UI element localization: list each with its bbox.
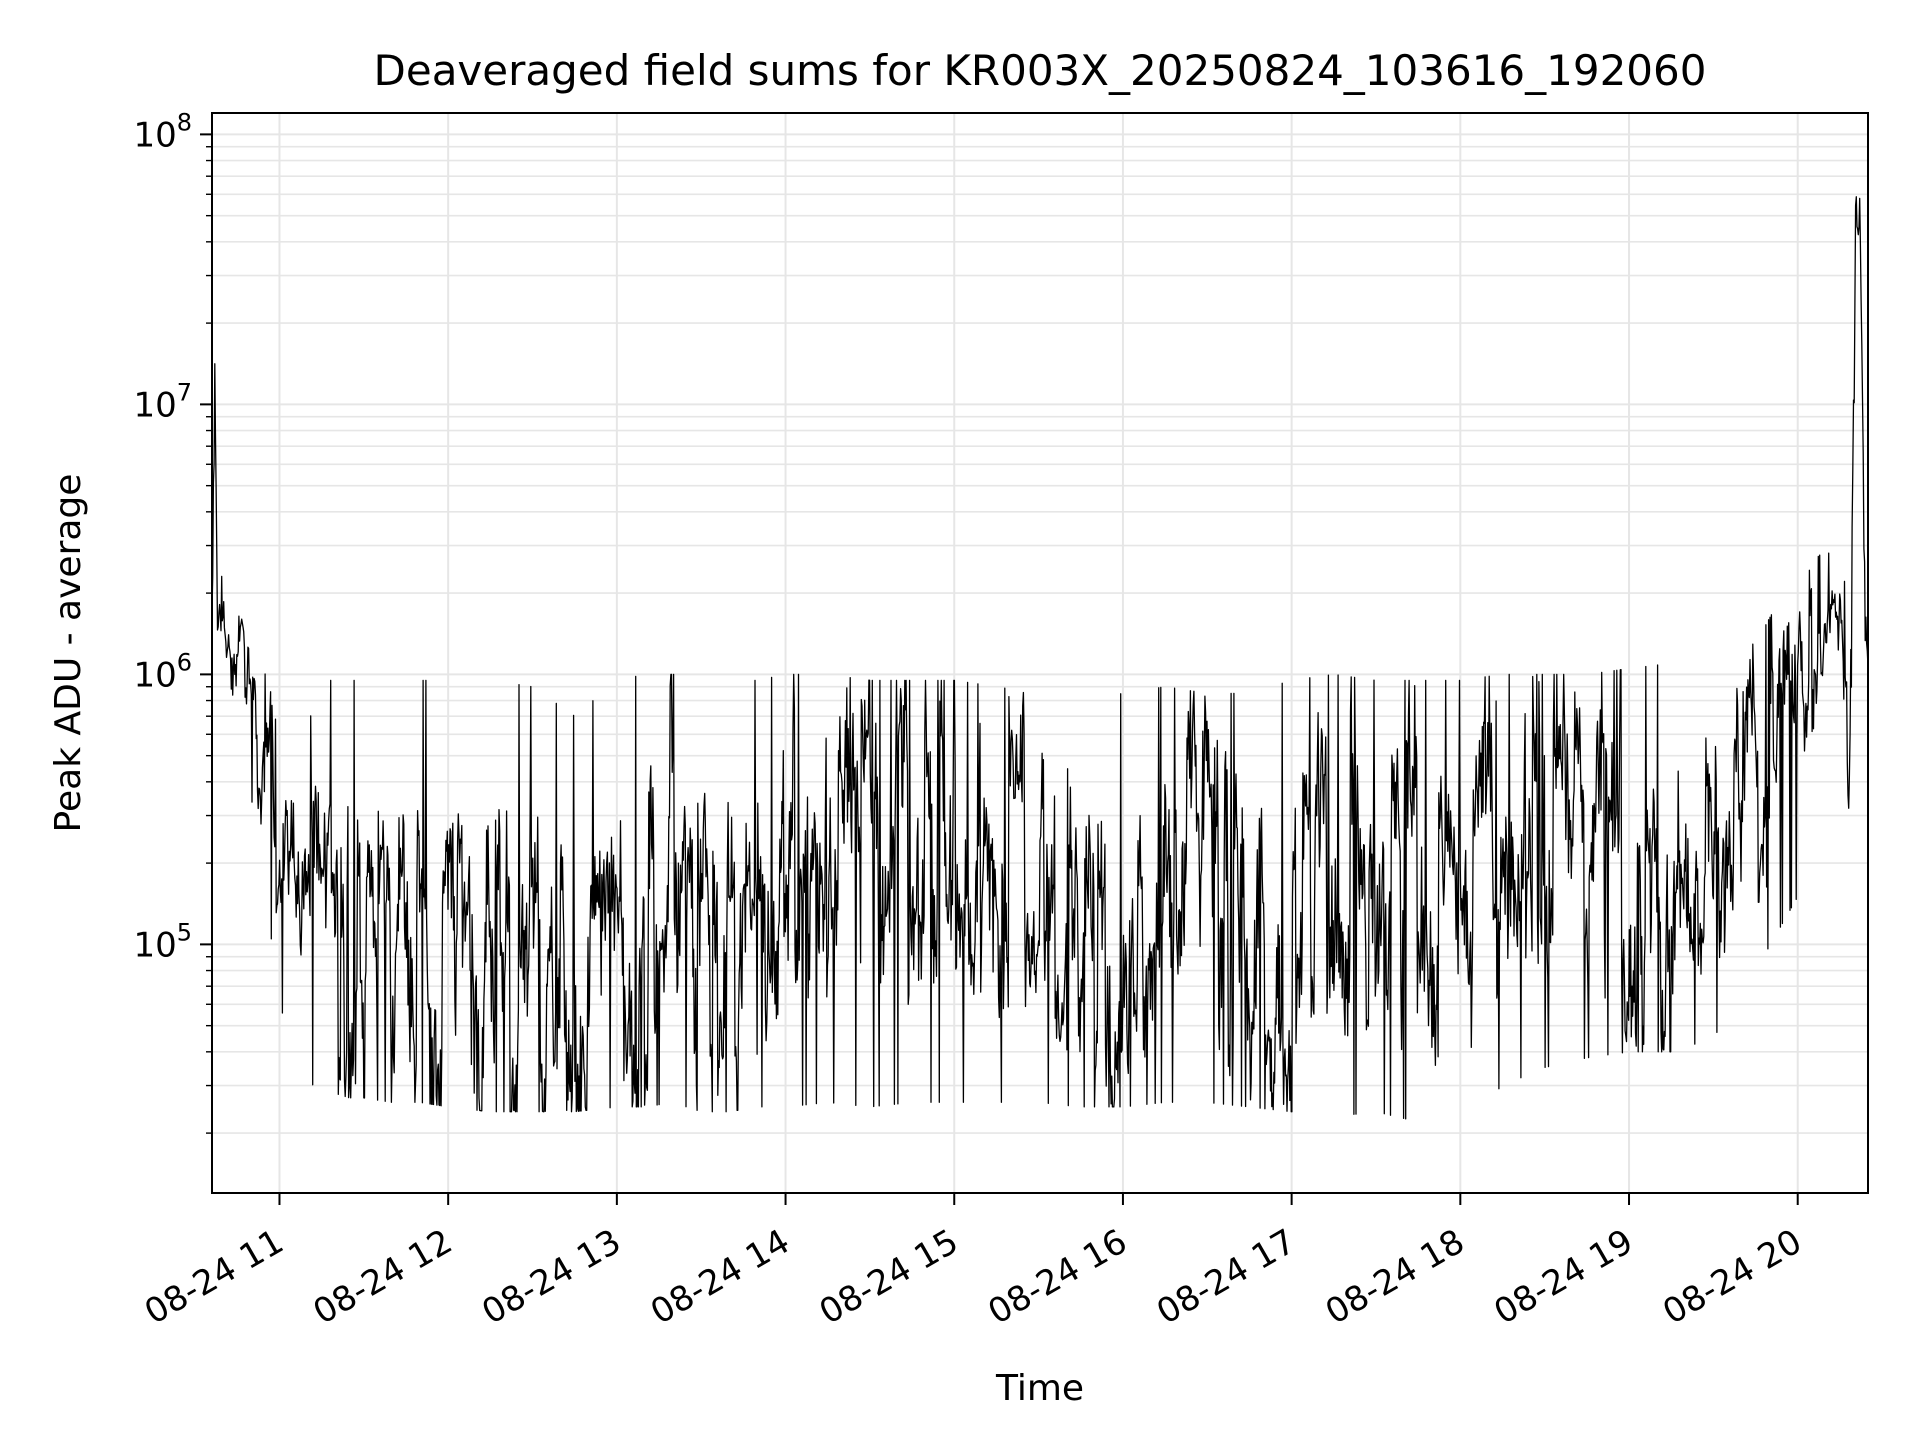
plot-frame <box>211 112 1869 1194</box>
grid <box>212 113 1868 1193</box>
y-tick-label: 106 <box>133 648 192 695</box>
series-layer <box>211 196 1869 1120</box>
x-tick-label: 08-24 15 <box>813 1222 965 1333</box>
x-tick-label: 08-24 14 <box>644 1222 796 1333</box>
y-tick-label: 107 <box>133 378 192 425</box>
x-tick-label: 08-24 16 <box>981 1222 1133 1333</box>
x-tick-label: 08-24 11 <box>138 1222 290 1333</box>
y-axis-label: Peak ADU - average <box>48 474 89 833</box>
series-line <box>211 196 1869 1120</box>
x-tick-label: 08-24 19 <box>1488 1222 1640 1333</box>
x-tick-label: 08-24 13 <box>475 1222 627 1333</box>
y-tick-label: 105 <box>133 918 192 965</box>
y-axis: 105 106 107 108 <box>133 108 212 1134</box>
x-axis: 08-24 11 08-24 12 08-24 13 08-24 14 08-24 15… <box>138 1193 1809 1333</box>
x-tick-label: 08-24 12 <box>307 1222 459 1333</box>
y-tick-label: 108 <box>133 108 192 155</box>
chart-title: Deaveraged field sums for KR003X_2025082… <box>374 46 1707 95</box>
x-tick-label: 08-24 18 <box>1319 1222 1471 1333</box>
x-tick-label: 08-24 20 <box>1656 1222 1808 1333</box>
x-axis-label: Time <box>995 1368 1084 1409</box>
x-tick-label: 08-24 17 <box>1150 1222 1302 1333</box>
